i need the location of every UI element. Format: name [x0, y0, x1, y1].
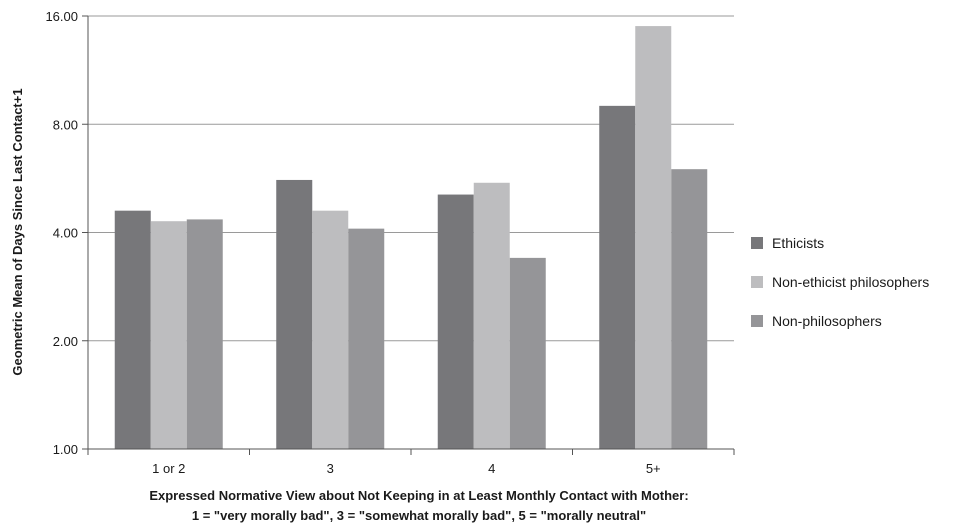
bar — [509, 257, 546, 449]
bar — [473, 182, 510, 449]
bar — [312, 210, 349, 449]
legend-label: Non-philosophers — [772, 313, 882, 329]
x-tick-label: 3 — [327, 461, 334, 476]
bar — [114, 210, 151, 449]
bar — [437, 194, 474, 449]
bars — [114, 26, 708, 450]
x-axis-title-line-1: Expressed Normative View about Not Keepi… — [149, 488, 688, 503]
x-tick-label: 1 or 2 — [152, 461, 185, 476]
tick-labels: 1.00 2.00 4.00 8.00 16.00 1 or 2 3 4 5+ — [45, 9, 660, 476]
legend-swatch — [751, 276, 763, 288]
bar — [186, 219, 223, 449]
x-tick-label: 5+ — [646, 461, 661, 476]
bar — [671, 169, 708, 450]
legend-label: Ethicists — [772, 235, 824, 251]
x-tick-label: 4 — [488, 461, 495, 476]
bar — [150, 221, 187, 449]
legend-swatch — [751, 237, 763, 249]
bar — [599, 105, 636, 449]
y-tick-label: 4.00 — [53, 226, 78, 241]
legend-label: Non-ethicist philosophers — [772, 274, 929, 290]
y-tick-label: 1.00 — [53, 442, 78, 457]
bar — [348, 228, 385, 449]
bar — [635, 26, 672, 449]
bar — [276, 179, 313, 449]
legend-swatch — [751, 315, 763, 327]
y-tick-label: 2.00 — [53, 334, 78, 349]
y-tick-label: 16.00 — [45, 9, 78, 24]
legend: Ethicists Non-ethicist philosophers Non-ph… — [751, 235, 929, 329]
axes — [82, 15, 735, 455]
y-axis-title: Geometric Mean of Days Since Last Contac… — [10, 88, 25, 375]
y-tick-label: 8.00 — [53, 117, 78, 132]
x-axis-title-line-2: 1 = "very morally bad", 3 = "somewhat mo… — [192, 508, 646, 523]
